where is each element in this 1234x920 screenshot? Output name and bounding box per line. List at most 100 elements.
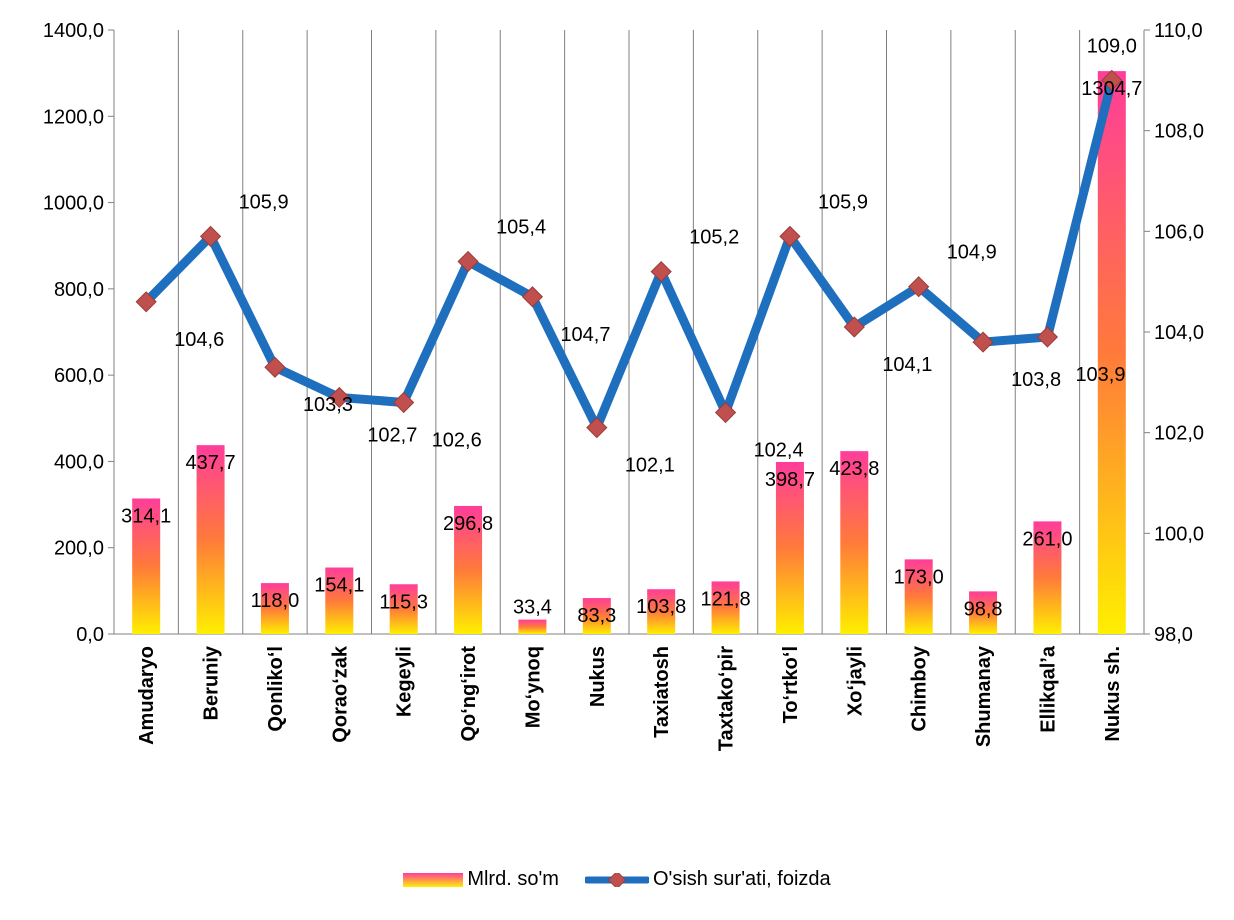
category-label: Nukus — [587, 646, 609, 707]
line-point — [714, 401, 737, 424]
bar — [647, 589, 676, 634]
line-data-label: 102,4 — [754, 440, 804, 462]
line-data-label: 104,6 — [174, 329, 224, 351]
bar-data-label: 118,0 — [251, 590, 300, 612]
category-label: Qonliko‘l — [265, 646, 287, 732]
category-label: Taxiatosh — [651, 646, 673, 738]
category-label: Qo‘ng‘irot — [458, 646, 480, 742]
combo-chart: 0,0 200,0 400,0 600,0 800,0 1000,0 1200,0 1400,… — [43, 20, 1204, 751]
bar — [711, 581, 740, 634]
line-data-label: 105,4 — [496, 217, 546, 239]
line-point — [1036, 326, 1059, 348]
line-point — [586, 417, 608, 439]
category-label: To‘rtko‘l — [780, 646, 802, 723]
line-data-label: 102,1 — [625, 455, 675, 477]
bar-data-label: 121,8 — [701, 588, 751, 610]
line-data-label: 103,3 — [303, 394, 353, 416]
bar-data-label: 98,8 — [964, 598, 1003, 620]
line-data-label: 105,9 — [818, 191, 868, 213]
bar — [1097, 71, 1126, 635]
bar — [969, 591, 998, 634]
bar-data-label: 437,7 — [186, 452, 236, 474]
bar-layer — [132, 71, 1126, 635]
axis-layer: 0,0 200,0 400,0 600,0 800,0 1000,0 1200,0 1400,… — [43, 20, 1204, 751]
line-layer — [135, 69, 1123, 439]
y-left-tick-label: 1200,0 — [43, 106, 104, 128]
bar-data-label: 154,1 — [314, 575, 364, 597]
bar — [196, 445, 225, 634]
bar-data-label: 398,7 — [765, 469, 815, 491]
line-data-label: 104,9 — [947, 242, 997, 264]
bar-data-label: 103,8 — [636, 596, 686, 618]
legend-bar-label: Mlrd. so'm — [467, 868, 559, 890]
line-point — [135, 291, 157, 313]
y-left-tick-label: 400,0 — [54, 451, 104, 473]
bar — [325, 567, 354, 634]
bar — [454, 505, 483, 634]
line-data-label: 103,9 — [1075, 364, 1125, 386]
line-data-label: 105,2 — [689, 227, 739, 249]
bar-data-label: 83,3 — [577, 605, 616, 627]
bar-data-label: 115,3 — [379, 591, 428, 613]
y-right-tick-label: 108,0 — [1154, 121, 1204, 143]
y-left-tick-label: 1400,0 — [43, 20, 104, 42]
line-data-label: 104,7 — [560, 324, 610, 346]
category-label: Taxtako‘pir — [716, 646, 738, 751]
line-point — [264, 356, 286, 378]
y-right-tick-label: 106,0 — [1154, 221, 1204, 243]
bar-data-label: 314,1 — [121, 505, 171, 527]
y-right-tick-label: 98,0 — [1154, 624, 1193, 646]
category-label: Qorao‘zak — [329, 645, 351, 743]
line-point — [843, 316, 865, 338]
label-layer: 314,1 437,7 118,0 154,1 115,3 296,8 33,4 83,3 10… — [121, 35, 1142, 627]
bar — [132, 498, 161, 634]
bar — [582, 598, 611, 634]
category-label: Ellikqal’a — [1037, 645, 1059, 733]
y-left-tick-label: 200,0 — [54, 538, 104, 560]
line-point — [328, 386, 350, 409]
bar-data-label: 173,0 — [894, 566, 944, 588]
category-label: Nukus sh. — [1102, 646, 1124, 742]
legend-item-line: O'sish sur'ati, foizda — [584, 868, 831, 891]
line-point — [972, 331, 994, 353]
line-point — [393, 391, 415, 414]
bar — [1033, 521, 1062, 634]
bar — [840, 451, 869, 634]
bar — [260, 583, 289, 634]
line-point — [779, 225, 801, 247]
y-right-tick-label: 110,0 — [1154, 20, 1203, 42]
line-data-label: 109,0 — [1087, 35, 1137, 57]
legend-item-bars: Mlrd. so'm — [403, 868, 559, 891]
y-left-tick-label: 800,0 — [54, 279, 104, 301]
line-point — [199, 225, 222, 247]
y-right-tick-label: 104,0 — [1154, 322, 1204, 344]
category-label: Amudaryo — [136, 646, 158, 745]
legend: Mlrd. so'm O'sish sur'ati, foizda — [0, 868, 1234, 891]
category-label: Beruniy — [201, 645, 223, 720]
bar-data-label: 1304,7 — [1081, 78, 1142, 100]
bar — [389, 584, 418, 634]
line-point — [650, 260, 672, 283]
y-left-tick-label: 1000,0 — [43, 193, 104, 215]
grid-layer — [113, 30, 1145, 634]
legend-bar-swatch — [403, 872, 464, 887]
bar-data-label: 423,8 — [829, 458, 879, 480]
line-point — [1101, 69, 1123, 91]
line-data-label: 102,6 — [432, 429, 482, 451]
y-left-tick-label: 0,0 — [76, 624, 104, 646]
series-line — [141, 75, 1117, 433]
line-data-label: 104,1 — [882, 354, 932, 376]
line-data-label: 105,9 — [239, 191, 289, 213]
bar-data-label: 33,4 — [513, 597, 552, 619]
bar-data-label: 296,8 — [443, 513, 493, 535]
line-data-label: 102,7 — [367, 424, 417, 446]
y-right-tick-label: 100,0 — [1154, 523, 1204, 545]
bar — [518, 619, 547, 634]
category-label: Kegeyli — [394, 646, 416, 717]
category-label: Xo‘jayli — [844, 646, 866, 716]
category-label: Chimboy — [909, 645, 931, 731]
y-left-tick-label: 600,0 — [54, 365, 104, 387]
bar-data-label: 261,0 — [1022, 528, 1072, 550]
legend-line-swatch — [584, 872, 649, 887]
line-data-label: 103,8 — [1011, 369, 1061, 391]
